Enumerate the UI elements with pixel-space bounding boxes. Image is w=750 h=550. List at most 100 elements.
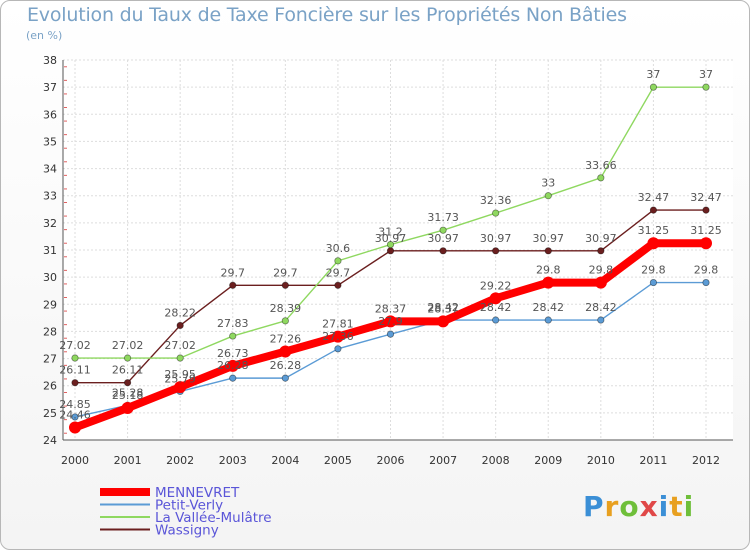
data-label: 28.42 [427, 301, 459, 314]
data-label: 28.22 [164, 306, 196, 319]
data-label: 28.39 [270, 302, 302, 315]
data-point [71, 413, 79, 421]
data-label: 28.42 [533, 301, 565, 314]
data-label: 25.18 [112, 389, 144, 402]
data-point [439, 247, 447, 255]
y-tick-label: 33 [43, 190, 57, 203]
data-label: 31.2 [378, 226, 403, 239]
x-tick-label: 2002 [166, 454, 194, 467]
data-label: 31.25 [690, 224, 722, 237]
data-label: 27.81 [322, 318, 354, 331]
data-label: 28.37 [427, 302, 459, 315]
data-point [71, 354, 79, 362]
data-label: 29.7 [273, 266, 298, 279]
data-point [700, 237, 712, 250]
logo-letter: o [619, 490, 640, 523]
data-point [386, 240, 395, 249]
legend-label: Petit-Verly [155, 498, 223, 514]
legend-label: La Vallée-Mulâtre [155, 510, 272, 526]
data-label: 26.11 [59, 364, 91, 377]
y-tick-label: 35 [43, 135, 57, 148]
y-tick-label: 32 [43, 217, 57, 230]
data-label: 33 [541, 177, 555, 190]
data-label: 28.42 [480, 301, 512, 314]
x-tick-label: 2001 [114, 454, 142, 467]
data-point [544, 247, 552, 255]
data-label: 30.97 [427, 232, 459, 245]
x-tick-label: 2005 [324, 454, 352, 467]
y-tick-label: 29 [43, 298, 57, 311]
data-label: 29.7 [326, 266, 351, 279]
data-point [229, 332, 237, 340]
data-label: 32.36 [480, 194, 512, 207]
data-label: 27.36 [322, 330, 354, 343]
logo-letter: x [639, 490, 659, 523]
data-label: 29.7 [221, 266, 246, 279]
data-point [334, 345, 342, 353]
data-point [437, 315, 450, 328]
data-point [334, 257, 342, 265]
data-label: 25.28 [112, 386, 144, 399]
logo-letter: P [583, 490, 605, 523]
data-point [279, 345, 292, 358]
data-label: 30.97 [375, 232, 407, 245]
y-tick-label: 30 [43, 271, 57, 284]
x-tick-label: 2006 [377, 454, 405, 467]
y-tick-label: 26 [43, 380, 57, 393]
data-label: 32.47 [638, 191, 670, 204]
y-tick-label: 25 [43, 407, 57, 420]
logo-letter: r [604, 490, 620, 523]
data-label: 24.46 [59, 409, 91, 422]
data-label: 25.95 [164, 368, 196, 381]
data-label: 27.02 [164, 339, 196, 352]
logo-letter: i [683, 490, 695, 523]
data-label: 29.8 [536, 264, 561, 277]
data-point [544, 316, 552, 324]
data-point [647, 237, 660, 250]
y-tick-label: 31 [43, 244, 57, 257]
data-point [281, 374, 289, 382]
data-point [121, 401, 134, 414]
data-point [71, 379, 79, 387]
legend-label: MENNEVRET [155, 485, 240, 501]
data-point [281, 317, 289, 325]
data-point [386, 247, 395, 255]
y-tick-label: 28 [43, 325, 57, 338]
data-point [123, 354, 132, 362]
x-tick-label: 2000 [61, 454, 89, 467]
data-label: 27.02 [112, 339, 144, 352]
data-label: 30.97 [480, 232, 512, 245]
data-point [597, 247, 605, 255]
proxiti-logo: Proxiti [583, 490, 694, 523]
data-point [492, 209, 500, 217]
data-point [492, 247, 500, 255]
data-point [649, 278, 658, 287]
plot-area [63, 60, 733, 440]
x-tick-label: 2011 [639, 454, 667, 467]
data-point [542, 276, 555, 289]
data-label: 31.73 [427, 211, 459, 224]
data-label: 27.02 [59, 339, 91, 352]
y-tick-label: 24 [43, 434, 57, 447]
data-label: 30.97 [585, 232, 617, 245]
data-label: 26.28 [270, 359, 302, 372]
chart-title: Evolution du Taux de Taxe Foncière sur l… [27, 4, 627, 26]
data-point [702, 278, 710, 287]
x-tick-label: 2010 [587, 454, 615, 467]
data-label: 33.66 [585, 159, 617, 172]
data-point [649, 206, 658, 214]
chart-subtitle: (en %) [26, 29, 63, 42]
data-point [649, 83, 658, 91]
data-label: 31.25 [638, 224, 670, 237]
data-label: 37 [699, 68, 713, 81]
data-point [334, 281, 342, 289]
data-point [594, 276, 607, 289]
data-label: 29.22 [480, 279, 512, 292]
data-point [597, 174, 605, 182]
data-point [439, 226, 447, 234]
x-tick-label: 2003 [219, 454, 247, 467]
x-tick-label: 2004 [271, 454, 299, 467]
data-point [331, 330, 344, 343]
data-label: 25.79 [164, 372, 196, 385]
